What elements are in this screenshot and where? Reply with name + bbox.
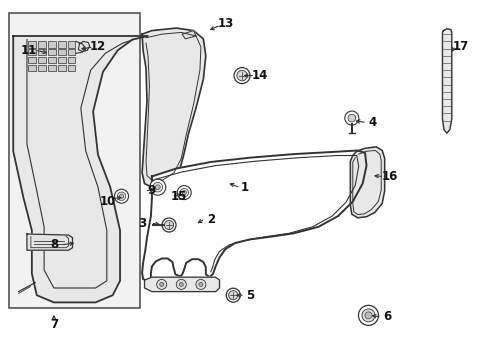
Bar (48, 65, 56, 71)
Bar (48, 57, 56, 63)
Polygon shape (13, 36, 148, 302)
Text: 17: 17 (452, 40, 469, 53)
Circle shape (199, 282, 203, 287)
Polygon shape (78, 41, 90, 51)
Bar (58, 65, 66, 71)
Circle shape (365, 312, 372, 319)
Bar (28, 57, 36, 63)
Text: 16: 16 (381, 170, 398, 183)
Polygon shape (442, 29, 452, 133)
Bar (38, 41, 46, 48)
Polygon shape (27, 234, 73, 250)
Polygon shape (142, 150, 367, 281)
Circle shape (160, 282, 164, 287)
Circle shape (153, 183, 163, 192)
Circle shape (177, 186, 191, 199)
Bar (28, 41, 36, 48)
Circle shape (165, 220, 173, 230)
Text: 12: 12 (90, 40, 106, 53)
Bar (9, 13, 140, 308)
Bar (48, 41, 56, 48)
Polygon shape (182, 31, 196, 39)
Text: 13: 13 (217, 17, 234, 30)
Bar (68, 65, 75, 71)
Circle shape (155, 185, 160, 190)
Circle shape (150, 179, 166, 195)
Bar (68, 49, 75, 55)
Text: 6: 6 (383, 310, 391, 323)
Text: 4: 4 (368, 116, 376, 129)
Circle shape (157, 279, 167, 289)
Polygon shape (142, 28, 206, 187)
Circle shape (117, 192, 126, 201)
Text: 3: 3 (138, 217, 146, 230)
Circle shape (176, 279, 186, 289)
Circle shape (234, 68, 250, 84)
Circle shape (179, 282, 183, 287)
Bar (58, 49, 66, 55)
Circle shape (359, 305, 378, 325)
Bar (38, 65, 46, 71)
Circle shape (162, 218, 176, 232)
Circle shape (237, 71, 247, 81)
Bar (28, 49, 36, 55)
Text: 1: 1 (241, 181, 249, 194)
Bar (48, 49, 56, 55)
Circle shape (362, 309, 375, 322)
Circle shape (120, 194, 123, 198)
Text: 14: 14 (251, 69, 268, 82)
Text: 10: 10 (99, 195, 116, 208)
Bar (58, 41, 66, 48)
Text: 15: 15 (171, 190, 187, 203)
Circle shape (348, 114, 356, 122)
Bar (68, 41, 75, 48)
Polygon shape (350, 147, 385, 218)
Circle shape (180, 188, 189, 197)
Text: 11: 11 (20, 44, 37, 57)
Circle shape (115, 189, 128, 203)
Bar (28, 65, 36, 71)
Circle shape (226, 288, 240, 302)
Circle shape (196, 279, 206, 289)
Bar (38, 57, 46, 63)
Text: 5: 5 (246, 289, 254, 302)
Text: 7: 7 (50, 318, 58, 330)
Circle shape (229, 291, 238, 300)
Bar (68, 57, 75, 63)
Circle shape (345, 111, 359, 125)
Polygon shape (145, 277, 220, 292)
Bar (58, 57, 66, 63)
Text: 8: 8 (50, 238, 58, 251)
Text: 2: 2 (207, 213, 215, 226)
Circle shape (182, 190, 186, 195)
Text: 9: 9 (148, 184, 156, 197)
Bar (38, 49, 46, 55)
